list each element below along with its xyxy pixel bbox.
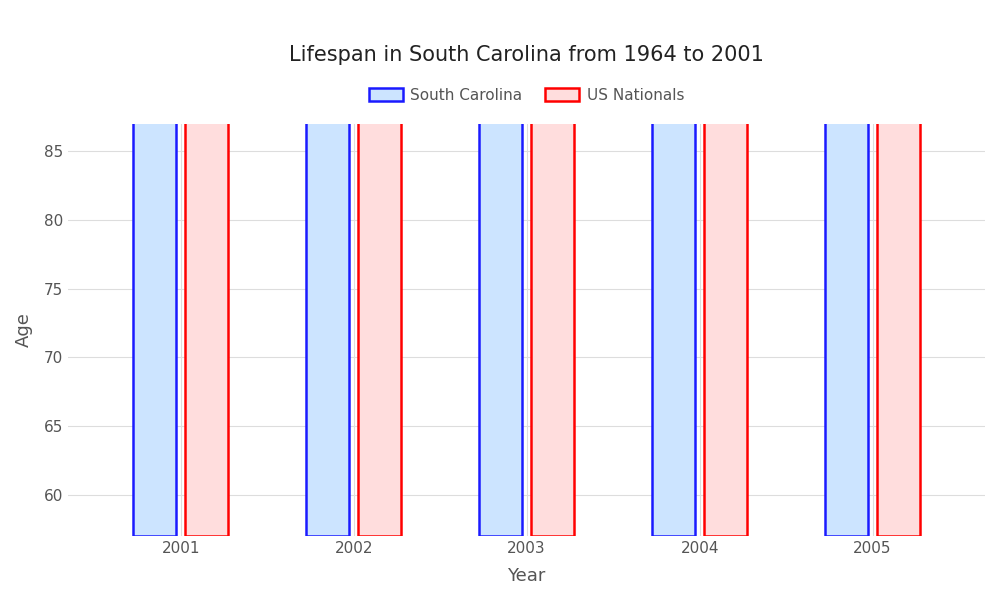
Bar	[704, 0, 747, 536]
Y-axis label: Age: Age	[15, 313, 33, 347]
Bar	[358, 0, 401, 536]
Bar	[306, 0, 349, 536]
Bar	[877, 0, 920, 536]
Bar	[531, 0, 574, 536]
Bar	[825, 0, 868, 536]
Bar	[479, 0, 522, 536]
X-axis label: Year: Year	[507, 567, 546, 585]
Legend: South Carolina, US Nationals: South Carolina, US Nationals	[363, 82, 690, 109]
Bar	[185, 0, 228, 536]
Bar	[652, 0, 695, 536]
Bar	[133, 0, 176, 536]
Title: Lifespan in South Carolina from 1964 to 2001: Lifespan in South Carolina from 1964 to …	[289, 45, 764, 65]
